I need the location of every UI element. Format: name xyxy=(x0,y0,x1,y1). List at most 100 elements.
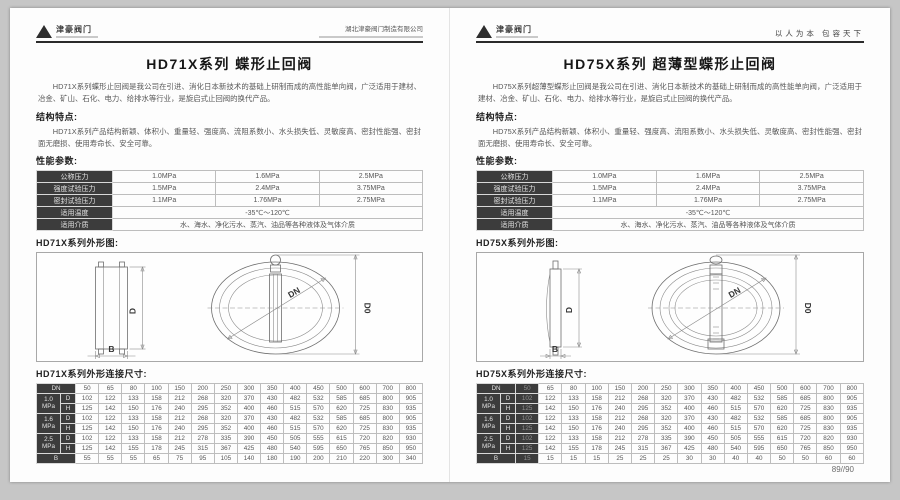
table-cell: 240 xyxy=(167,403,192,415)
table-cell: 122 xyxy=(538,393,563,405)
table-cell: 142 xyxy=(538,443,563,455)
table-cell: 352 xyxy=(213,403,238,415)
table-row: 公称压力 1.0MPa 1.6MPa 2.5MPa xyxy=(476,170,864,184)
table-cell: 268 xyxy=(630,413,656,425)
table-cell: 450 xyxy=(700,433,725,445)
table-cell: 150 xyxy=(167,383,192,395)
table-cell: 482 xyxy=(723,393,748,405)
table-cell: 1.76MPa xyxy=(215,194,320,208)
table-cell: 15 xyxy=(561,453,586,465)
table-cell: 102 xyxy=(515,433,540,445)
table-row: B 55 55 55 65 75 95 105 140 180 190 200 210 220 300 340 xyxy=(35,453,424,465)
table-cell: 122 xyxy=(98,393,123,405)
table-cell: 615 xyxy=(770,433,795,445)
table-cell: 400 xyxy=(723,383,748,395)
perf-table-1: 公称压力 1.0MPa 1.6MPa 2.5MPa 强度试验压力 1.5MPa 2.4MPa… xyxy=(476,170,864,232)
table-cell: 50 xyxy=(793,453,818,465)
table-cell: 850 xyxy=(816,443,841,455)
table-cell: 830 xyxy=(816,403,841,415)
table-cell: 295 xyxy=(190,403,215,415)
table-row: 适用温度 -35℃～120℃ xyxy=(36,206,423,220)
table-cell: 352 xyxy=(654,423,679,435)
table-cell: 1.6 MPa xyxy=(476,413,501,435)
table-cell: 950 xyxy=(398,443,424,455)
table-cell: 140 xyxy=(236,453,262,465)
table-cell: 482 xyxy=(283,413,308,425)
table-cell: 212 xyxy=(607,433,632,445)
table-cell: 450 xyxy=(260,433,285,445)
table-cell: 585 xyxy=(329,413,354,425)
table-cell: 1.6 MPa xyxy=(36,413,61,435)
company-subline xyxy=(319,36,423,38)
perf-table-0: 公称压力 1.0MPa 1.6MPa 2.5MPa 强度试验压力 1.5MPa 2.4MPa… xyxy=(36,170,424,232)
table-cell: H xyxy=(499,403,517,415)
features-paragraph: HD75X系列产品结构新颖、体积小、重量轻、强度高、流阻系数小、水头损失低、灵敏… xyxy=(478,126,862,148)
table-cell: 685 xyxy=(793,413,818,425)
table-cell: 125 xyxy=(75,423,100,435)
table-cell: 500 xyxy=(329,383,354,395)
table-cell: D xyxy=(499,433,517,445)
table-cell: 30 xyxy=(677,453,702,465)
table-cell: 100 xyxy=(584,383,609,395)
table-cell: 570 xyxy=(306,423,331,435)
brand-subline xyxy=(56,36,98,38)
brand-logo-icon xyxy=(476,25,492,38)
table-cell: 176 xyxy=(584,423,609,435)
table-cell: 725 xyxy=(352,423,377,435)
dim-label-D: D xyxy=(128,308,138,314)
table-cell: 905 xyxy=(398,413,424,425)
table-cell: 950 xyxy=(839,443,865,455)
table-cell: 725 xyxy=(352,403,377,415)
table-cell: 178 xyxy=(144,443,169,455)
table-cell: 240 xyxy=(607,423,632,435)
table-cell: 350 xyxy=(260,383,285,395)
table-cell: 25 xyxy=(654,453,679,465)
table-cell: 200 xyxy=(190,383,215,395)
table-cell: 212 xyxy=(167,413,192,425)
table-cell: 水、海水、净化污水、蒸汽、油品等各种液体及气体介质 xyxy=(112,218,423,232)
table-cell: 460 xyxy=(700,423,725,435)
table-cell: 315 xyxy=(190,443,215,455)
table-cell: 155 xyxy=(561,443,586,455)
table-cell: 320 xyxy=(213,413,238,425)
table-cell: 150 xyxy=(121,423,146,435)
table-cell: 585 xyxy=(329,393,354,405)
table-cell: 505 xyxy=(283,433,308,445)
table-cell: 150 xyxy=(561,403,586,415)
table-cell: 1.0MPa xyxy=(111,170,217,184)
table-cell: 176 xyxy=(584,403,609,415)
table-cell: 820 xyxy=(375,433,400,445)
dim-label-DN: DN xyxy=(286,285,302,300)
table-cell: 725 xyxy=(793,403,818,415)
table-cell: 1.1MPa xyxy=(552,194,657,208)
table-cell: 600 xyxy=(793,383,818,395)
table-cell: 75 xyxy=(167,453,192,465)
table-cell: 315 xyxy=(630,443,656,455)
table-cell: 176 xyxy=(144,423,169,435)
table-cell: 935 xyxy=(398,403,424,415)
table-cell: 620 xyxy=(770,403,795,415)
table-cell: -35℃～120℃ xyxy=(112,206,423,220)
table-cell: 2.5MPa xyxy=(318,170,424,184)
table-cell: 2.75MPa xyxy=(759,194,864,208)
table-cell: 570 xyxy=(746,403,772,415)
table-cell: 540 xyxy=(283,443,308,455)
page-hd75x: 津豪阀门 以人为本 包容天下 HD75X系列 超薄型蝶形止回阀 HD75X系列超… xyxy=(450,8,890,482)
table-cell: 620 xyxy=(329,423,354,435)
table-cell: 50 xyxy=(75,383,100,395)
table-cell: 212 xyxy=(607,413,632,425)
table-cell: 公称压力 xyxy=(476,170,553,184)
table-cell: 320 xyxy=(654,393,679,405)
dim-table-0: DN 50 65 80 100 150 200 250 300 350 400 450 500 600 70… xyxy=(35,383,424,465)
intro-paragraph: HD71X系列蝶形止回阀是我公司在引进、消化日本新技术的基础上研制而成的高性能单… xyxy=(38,82,421,103)
table-cell: 250 xyxy=(213,383,238,395)
table-cell: 15 xyxy=(515,453,540,465)
table-cell: 133 xyxy=(561,413,586,425)
table-cell: 367 xyxy=(213,443,238,455)
table-cell: 555 xyxy=(306,433,331,445)
table-cell: 335 xyxy=(213,433,238,445)
brand-name: 津豪阀门 xyxy=(56,25,92,34)
valve-drawing-svg: D B xyxy=(540,254,813,360)
table-row: 公称压力 1.0MPa 1.6MPa 2.5MPa xyxy=(36,170,424,184)
table-cell: 1.1MPa xyxy=(111,194,217,208)
